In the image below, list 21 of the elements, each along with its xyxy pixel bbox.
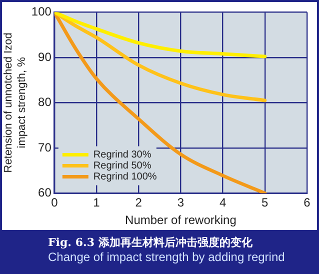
caption: Fig. 6.3 添加再生材料后冲击强度的变化 xyxy=(47,236,254,250)
y-tick-label: 100 xyxy=(31,4,52,19)
y-tick-label: 60 xyxy=(38,186,52,200)
legend-label: Regrind 100% xyxy=(93,171,157,182)
x-axis-title: Number of reworking xyxy=(125,213,236,228)
x-tick-label: 5 xyxy=(262,196,269,210)
legend-label: Regrind 50% xyxy=(93,160,152,172)
line-series xyxy=(54,12,267,102)
legend-label: Regrind 30% xyxy=(93,149,152,160)
y-tick-label: 70 xyxy=(38,140,52,154)
text: Change of impact strength by adding regrind xyxy=(47,250,286,264)
x-tick-label: 3 xyxy=(177,196,184,210)
y-tick-label: 80 xyxy=(38,95,52,110)
x-tick-label: 1 xyxy=(93,196,100,210)
x-tick-label: 2 xyxy=(135,196,142,210)
y-axis-title: Retension of unnotched Izod impact strength, % xyxy=(2,32,28,173)
line-series xyxy=(54,12,267,58)
y-tick-label: 90 xyxy=(38,50,52,64)
x-tick-label: 0 xyxy=(51,196,58,210)
x-tick-label: 4 xyxy=(219,196,226,210)
x-tick-label: 6 xyxy=(304,196,311,210)
